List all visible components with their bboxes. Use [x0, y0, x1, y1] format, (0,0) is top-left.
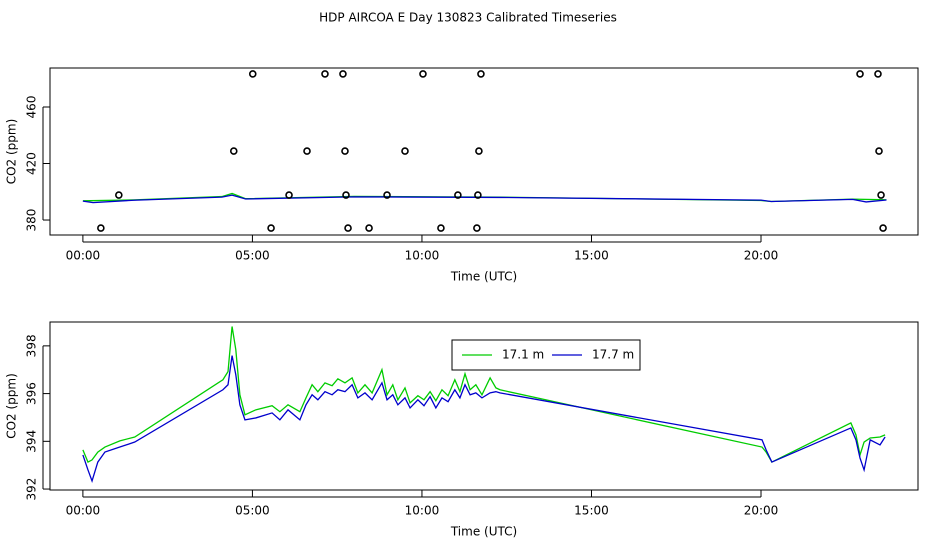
- x-tick-label: 00:00: [66, 249, 101, 263]
- x-axis-label: Time (UTC): [450, 525, 517, 539]
- legend-label: 17.7 m: [592, 348, 634, 362]
- y-tick-label: 398: [25, 334, 39, 357]
- point: [303, 147, 311, 155]
- x-tick-label: 05:00: [235, 249, 270, 263]
- point: [419, 70, 427, 78]
- point: [437, 224, 445, 232]
- point: [341, 147, 349, 155]
- point: [879, 224, 887, 232]
- plot-box: [49, 321, 919, 491]
- legend-label: 17.1 m: [502, 348, 544, 362]
- point: [477, 70, 485, 78]
- point: [344, 224, 352, 232]
- x-tick-label: 00:00: [66, 504, 101, 518]
- point: [267, 224, 275, 232]
- point: [248, 70, 257, 78]
- y-axis-label: CO2 (ppm): [5, 119, 19, 185]
- plot-box: [49, 67, 919, 236]
- point: [473, 224, 481, 232]
- line: [82, 355, 886, 483]
- y-tick-label: 396: [25, 382, 39, 405]
- y-tick-label: 420: [25, 152, 39, 175]
- y-tick-label: 392: [25, 478, 39, 501]
- chart-title: HDP AIRCOA E Day 130823 Calibrated Times…: [319, 11, 617, 25]
- x-tick-label: 05:00: [235, 504, 270, 518]
- point: [97, 224, 105, 232]
- point: [321, 70, 329, 78]
- point: [874, 70, 882, 78]
- y-tick-label: 460: [25, 96, 39, 119]
- point: [342, 191, 350, 199]
- point: [875, 147, 883, 155]
- x-tick-label: 20:00: [744, 249, 779, 263]
- point: [365, 224, 373, 232]
- legend-box: [451, 339, 641, 371]
- x-tick-label: 15:00: [574, 504, 609, 518]
- y-tick-label: 380: [25, 209, 39, 232]
- point: [877, 191, 885, 199]
- x-tick-label: 10:00: [405, 504, 440, 518]
- y-axis-label: CO2 (ppm): [5, 373, 19, 439]
- y-tick-label: 394: [25, 430, 39, 453]
- point: [401, 147, 409, 155]
- x-axis-label: Time (UTC): [450, 270, 517, 284]
- point: [475, 147, 483, 155]
- x-tick-label: 10:00: [405, 249, 440, 263]
- point: [285, 191, 293, 199]
- point: [454, 191, 462, 199]
- point: [339, 70, 347, 78]
- x-tick-label: 15:00: [574, 249, 609, 263]
- point: [383, 191, 391, 199]
- point: [474, 191, 482, 199]
- point: [115, 191, 123, 199]
- x-tick-label: 20:00: [744, 504, 779, 518]
- point: [856, 70, 864, 78]
- line: [82, 194, 887, 204]
- point: [229, 147, 238, 155]
- line: [82, 326, 886, 463]
